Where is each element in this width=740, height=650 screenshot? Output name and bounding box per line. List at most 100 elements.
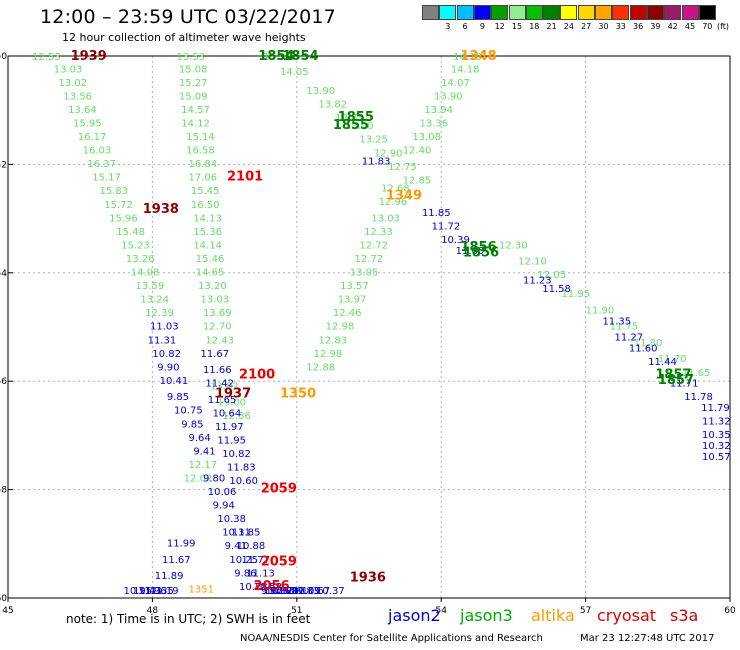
color-swatch-label: 12: [494, 22, 505, 31]
swh-value-label: 14.14: [193, 240, 222, 251]
swh-value-label: 10.79: [270, 586, 299, 597]
swh-value-label: 12.96: [379, 197, 408, 208]
swh-value-label: 11.03: [150, 322, 179, 333]
color-swatch: [543, 5, 561, 20]
swh-value-label: 10.88: [237, 541, 266, 552]
y-tick-label: -52: [0, 160, 7, 170]
time-label: 1856: [463, 246, 499, 261]
color-swatch: [629, 5, 647, 20]
swh-value-label: 13.00: [217, 398, 246, 409]
time-label: 2059: [261, 554, 297, 569]
swh-value-label: 1351: [189, 585, 214, 596]
swh-value-label: 12.40: [403, 146, 432, 157]
swh-value-label: 11.13: [246, 568, 275, 579]
time-label: 1857: [655, 367, 691, 382]
swh-value-label: 12.10: [518, 257, 547, 268]
swh-value-label: 12.02: [184, 473, 213, 484]
color-swatch-label: 3: [445, 22, 451, 31]
swh-value-label: 9.85: [167, 392, 189, 403]
swh-value-label: 16.17: [78, 132, 107, 143]
color-swatch-label: 6: [462, 22, 468, 31]
swh-value-label: 13.02: [59, 78, 88, 89]
color-swatch: [491, 5, 509, 20]
swh-value-label: 16.50: [191, 200, 220, 211]
time-label: 1348: [460, 49, 496, 64]
time-label: 1939: [71, 49, 107, 64]
x-tick-label: 51: [291, 606, 302, 616]
swh-value-label: 11.43: [133, 586, 162, 597]
swh-value-label: 10.32: [702, 441, 731, 452]
swh-value-label: 10.37: [316, 586, 345, 597]
swh-value-label: 11.23: [523, 276, 552, 287]
swh-value-label: 12.72: [359, 240, 388, 251]
time-label: 1936: [350, 571, 386, 586]
swh-value-label: 9.83: [297, 586, 319, 597]
swh-value-label: 9.90: [157, 362, 179, 373]
x-tick-label: 60: [724, 606, 736, 616]
color-swatch: [595, 5, 612, 20]
color-swatch-label: 45: [684, 22, 696, 31]
swh-value-label: 13.95: [263, 52, 292, 63]
swh-value-label: 10.57: [702, 452, 731, 463]
satellite-label-jason2: jason2: [388, 606, 441, 625]
swh-value-label: 11.35: [145, 586, 174, 597]
color-swatch-label: 21: [546, 22, 557, 31]
satellite-label-altika: altika: [531, 606, 575, 625]
swh-value-label: 11.72: [432, 221, 461, 232]
swh-value-label: 14.08: [131, 268, 160, 279]
swh-value-label: 15.08: [179, 64, 208, 75]
color-swatch-label: 39: [650, 22, 661, 31]
time-label: 2056: [253, 579, 289, 594]
swh-value-label: 11.60: [629, 343, 658, 354]
swh-value-label: 13.02: [210, 381, 239, 392]
swh-value-label: 11.70: [658, 354, 687, 365]
swh-value-label: 11.96: [138, 586, 167, 597]
swh-value-label: 11.32: [702, 417, 731, 428]
swh-value-label: 12.98: [314, 349, 343, 360]
swh-value-label: 15.36: [193, 227, 222, 238]
time-label: 1854: [258, 49, 294, 64]
swh-value-label: 10.67: [302, 586, 331, 597]
swh-value-label: 15.23: [121, 240, 150, 251]
map-frame: [7, 55, 731, 599]
swh-value-label: 13.03: [371, 213, 400, 224]
swh-value-label: 12.70: [203, 322, 232, 333]
swh-value-label: 11.44: [648, 357, 677, 368]
swh-value-label: 11.75: [610, 322, 639, 333]
swh-value-label: 12.36: [222, 411, 251, 422]
time-label: 1350: [280, 386, 316, 401]
color-swatch: [698, 5, 716, 20]
y-tick-label: -50: [0, 52, 7, 62]
color-swatch: [525, 5, 543, 20]
swh-value-label: 11.71: [670, 379, 699, 390]
swh-value-label: 11.31: [148, 335, 177, 346]
color-scale-unit: (ft): [717, 22, 730, 31]
swh-value-label: 13.97: [338, 295, 367, 306]
x-tick-label: 45: [2, 606, 13, 616]
swh-value-label: 15.48: [116, 227, 145, 238]
time-label: 2059: [261, 481, 297, 496]
swh-value-label: 9.64: [189, 433, 211, 444]
swh-value-label: 12.85: [403, 175, 432, 186]
swh-value-label: 16.03: [83, 146, 112, 157]
color-swatch: [473, 5, 491, 20]
page-title: 12:00 – 23:59 UTC 03/22/2017: [40, 6, 336, 28]
swh-value-label: 12.46: [333, 308, 362, 319]
swh-value-label: 13.05: [350, 268, 379, 279]
time-label: 1938: [143, 202, 179, 217]
swh-value-label: 13.03: [201, 295, 230, 306]
swh-value-label: 10.21: [270, 586, 299, 597]
swh-value-label: 12.53: [32, 52, 61, 63]
swh-value-label: 12.33: [364, 227, 393, 238]
swh-value-label: 10.53: [253, 582, 282, 593]
swh-value-label: 12.68: [381, 184, 410, 195]
wave-height-points: 12.5313.0313.0213.5613.6415.9516.1716.03…: [32, 52, 731, 597]
swh-value-label: 16.84: [189, 159, 218, 170]
swh-value-label: 10.28: [239, 582, 268, 593]
swh-value-label: 13.08: [412, 132, 441, 143]
swh-value-label: 10.75: [174, 406, 203, 417]
swh-value-label: 11.66: [203, 365, 232, 376]
swh-value-label: 12.43: [205, 335, 234, 346]
swh-value-label: 13.69: [203, 308, 232, 319]
